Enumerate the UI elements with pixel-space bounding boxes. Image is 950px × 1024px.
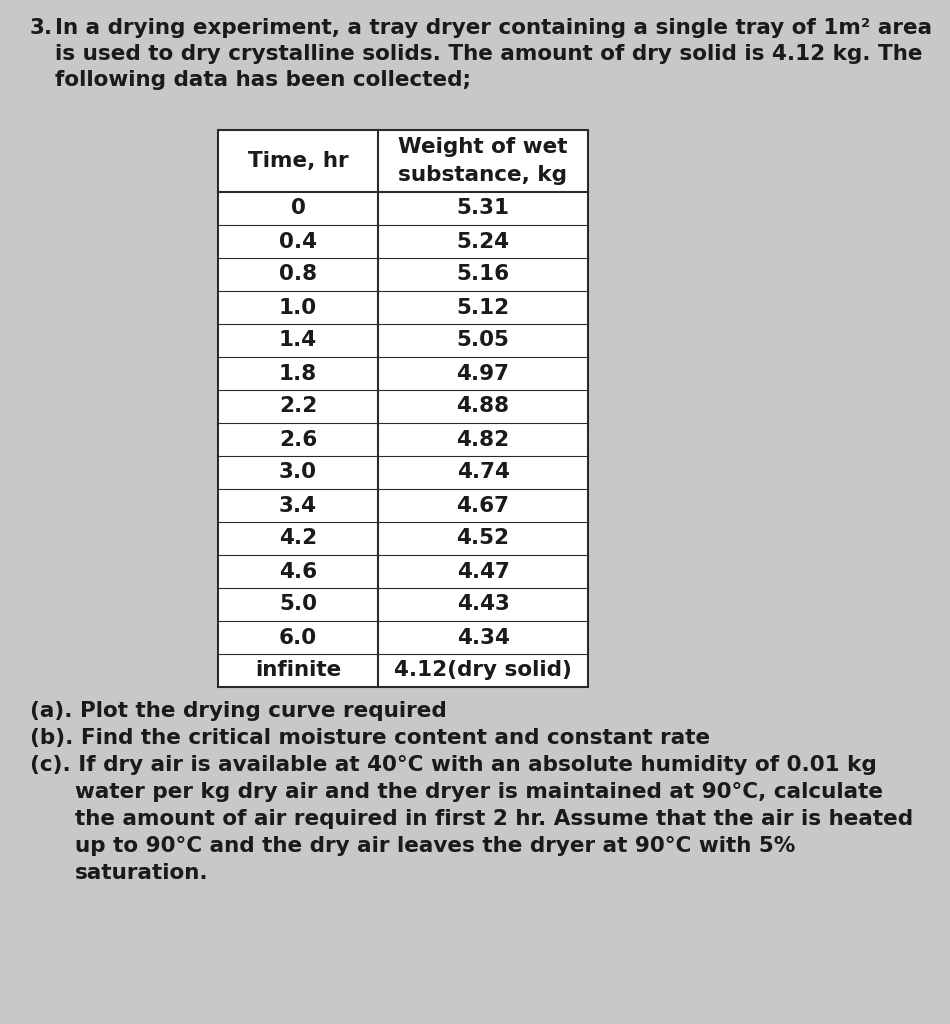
Text: (c). If dry air is available at 40°C with an absolute humidity of 0.01 kg: (c). If dry air is available at 40°C wit… xyxy=(30,755,877,775)
Text: 5.12: 5.12 xyxy=(456,298,509,317)
Text: the amount of air required in first 2 hr. Assume that the air is heated: the amount of air required in first 2 hr… xyxy=(75,809,913,829)
Text: 4.43: 4.43 xyxy=(457,595,509,614)
Text: Time, hr: Time, hr xyxy=(248,151,349,171)
Text: is used to dry crystalline solids. The amount of dry solid is 4.12 kg. The: is used to dry crystalline solids. The a… xyxy=(55,44,922,63)
Text: In a drying experiment, a tray dryer containing a single tray of 1m² area: In a drying experiment, a tray dryer con… xyxy=(55,18,932,38)
Text: following data has been collected;: following data has been collected; xyxy=(55,70,471,90)
Text: 0.8: 0.8 xyxy=(279,264,317,285)
Text: 3.: 3. xyxy=(30,18,53,38)
Text: 1.0: 1.0 xyxy=(279,298,317,317)
Text: 4.67: 4.67 xyxy=(457,496,509,515)
Text: 2.2: 2.2 xyxy=(279,396,317,417)
Text: 3.0: 3.0 xyxy=(279,463,317,482)
Text: 4.88: 4.88 xyxy=(456,396,509,417)
Text: 4.12(dry solid): 4.12(dry solid) xyxy=(394,660,572,681)
Text: 0: 0 xyxy=(291,199,306,218)
Text: infinite: infinite xyxy=(255,660,341,681)
Text: 4.2: 4.2 xyxy=(279,528,317,549)
Text: 1.4: 1.4 xyxy=(279,331,317,350)
Text: 4.74: 4.74 xyxy=(457,463,509,482)
Text: 4.47: 4.47 xyxy=(457,561,509,582)
Text: 5.31: 5.31 xyxy=(457,199,509,218)
Text: up to 90°C and the dry air leaves the dryer at 90°C with 5%: up to 90°C and the dry air leaves the dr… xyxy=(75,836,795,856)
Text: 4.52: 4.52 xyxy=(457,528,509,549)
Text: 0.4: 0.4 xyxy=(279,231,317,252)
Text: 1.8: 1.8 xyxy=(279,364,317,384)
Text: 3.4: 3.4 xyxy=(279,496,317,515)
Text: 4.34: 4.34 xyxy=(457,628,509,647)
Text: 4.97: 4.97 xyxy=(457,364,509,384)
Text: (b). Find the critical moisture content and constant rate: (b). Find the critical moisture content … xyxy=(30,728,710,748)
Text: (a). Plot the drying curve required: (a). Plot the drying curve required xyxy=(30,701,446,721)
Bar xyxy=(218,130,588,687)
Text: Weight of wet
substance, kg: Weight of wet substance, kg xyxy=(398,137,568,185)
Text: 5.0: 5.0 xyxy=(279,595,317,614)
Text: 5.16: 5.16 xyxy=(456,264,509,285)
Text: 5.05: 5.05 xyxy=(457,331,509,350)
Text: 6.0: 6.0 xyxy=(279,628,317,647)
Text: water per kg dry air and the dryer is maintained at 90°C, calculate: water per kg dry air and the dryer is ma… xyxy=(75,782,883,802)
Text: 5.24: 5.24 xyxy=(457,231,509,252)
Text: 2.6: 2.6 xyxy=(279,429,317,450)
Text: 4.6: 4.6 xyxy=(279,561,317,582)
Text: 4.82: 4.82 xyxy=(456,429,509,450)
Text: saturation.: saturation. xyxy=(75,863,209,883)
